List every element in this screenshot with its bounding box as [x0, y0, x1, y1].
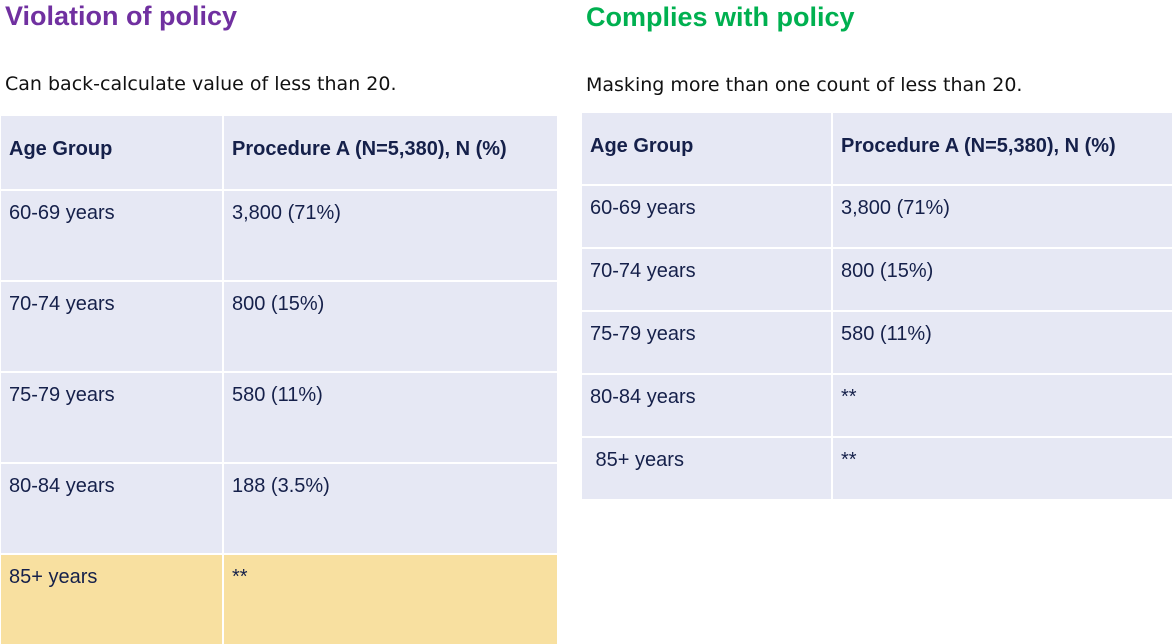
age-group-cell: 60-69 years	[582, 186, 833, 249]
violation-table: Age Group Procedure A (N=5,380), N (%) 6…	[1, 116, 557, 644]
age-group-cell: 60-69 years	[1, 191, 224, 282]
table-row: 80-84 years 188 (3.5%)	[1, 464, 557, 555]
table-row: 85+ years **	[582, 438, 1172, 499]
violation-title: Violation of policy	[5, 1, 238, 31]
table-row: 75-79 years 580 (11%)	[1, 373, 557, 464]
procedure-a-header: Procedure A (N=5,380), N (%)	[833, 113, 1172, 186]
procedure-a-cell: 3,800 (71%)	[833, 186, 1172, 249]
table-header-row: Age Group Procedure A (N=5,380), N (%)	[582, 113, 1172, 186]
table-row: 70-74 years 800 (15%)	[582, 249, 1172, 312]
age-group-cell: 70-74 years	[582, 249, 833, 312]
procedure-a-cell: **	[224, 555, 557, 644]
violation-subtitle: Can back-calculate value of less than 20…	[5, 73, 397, 95]
complies-subtitle: Masking more than one count of less than…	[586, 74, 1023, 96]
procedure-a-cell: 800 (15%)	[833, 249, 1172, 312]
table-row: 60-69 years 3,800 (71%)	[1, 191, 557, 282]
table-row: 70-74 years 800 (15%)	[1, 282, 557, 373]
procedure-a-cell: 580 (11%)	[224, 373, 557, 464]
procedure-a-cell: **	[833, 438, 1172, 499]
procedure-a-cell: 800 (15%)	[224, 282, 557, 373]
age-group-header: Age Group	[582, 113, 833, 186]
complies-title: Complies with policy	[586, 2, 855, 32]
procedure-a-header: Procedure A (N=5,380), N (%)	[224, 116, 557, 191]
age-group-header: Age Group	[1, 116, 224, 191]
age-group-cell: 75-79 years	[1, 373, 224, 464]
age-group-cell: 85+ years	[582, 438, 833, 499]
age-group-cell: 75-79 years	[582, 312, 833, 375]
procedure-a-cell: 188 (3.5%)	[224, 464, 557, 555]
age-group-cell: 80-84 years	[582, 375, 833, 438]
procedure-a-cell: 3,800 (71%)	[224, 191, 557, 282]
procedure-a-cell: 580 (11%)	[833, 312, 1172, 375]
highlighted-table-row: 85+ years **	[1, 555, 557, 644]
age-group-cell: 80-84 years	[1, 464, 224, 555]
complies-table: Age Group Procedure A (N=5,380), N (%) 6…	[582, 113, 1172, 499]
age-group-cell: 70-74 years	[1, 282, 224, 373]
table-row: 75-79 years 580 (11%)	[582, 312, 1172, 375]
table-header-row: Age Group Procedure A (N=5,380), N (%)	[1, 116, 557, 191]
age-group-cell: 85+ years	[1, 555, 224, 644]
table-row: 60-69 years 3,800 (71%)	[582, 186, 1172, 249]
procedure-a-cell: **	[833, 375, 1172, 438]
table-row: 80-84 years **	[582, 375, 1172, 438]
